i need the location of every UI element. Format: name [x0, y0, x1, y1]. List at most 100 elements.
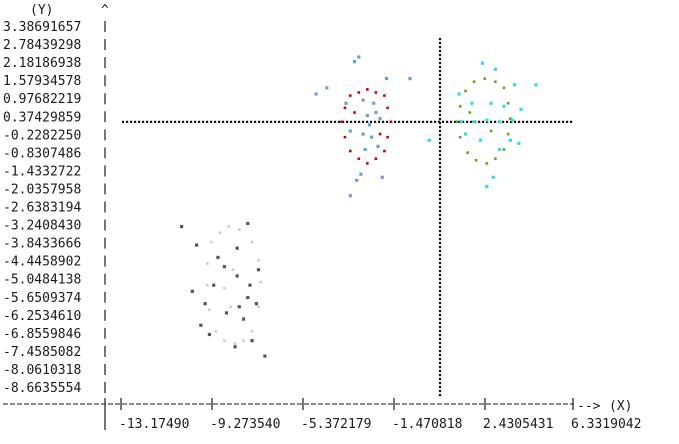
data-point-series-2: [361, 132, 365, 136]
data-point-series-6: [250, 339, 254, 343]
data-point-series-3: [509, 117, 512, 120]
crosshair-dot-h: [422, 120, 425, 123]
crosshair-dot-h: [370, 120, 373, 123]
data-point-series-1: [357, 91, 361, 94]
crosshair-dot-h: [418, 120, 421, 123]
data-point-series-1: [378, 132, 382, 136]
data-point-series-6: [263, 354, 267, 358]
crosshair-dot-h: [486, 120, 489, 123]
data-point-series-3: [502, 148, 506, 151]
data-point-series-5: [210, 240, 213, 244]
crosshair-dot-h: [170, 120, 173, 123]
crosshair-dot-v: [438, 274, 442, 277]
crosshair-dot-v: [438, 222, 442, 225]
data-point-series-1: [383, 149, 386, 153]
crosshair-dot-h: [338, 120, 341, 123]
data-point-series-6: [207, 332, 212, 337]
data-point-series-1: [389, 120, 393, 124]
data-point-series-6: [246, 295, 250, 300]
crosshair-dot-v: [438, 314, 442, 317]
data-point-series-6: [241, 317, 246, 321]
crosshair-dot-h: [158, 120, 161, 123]
crosshair-dot-v: [438, 266, 442, 269]
y-tick-label: -6.2534610: [3, 309, 81, 324]
crosshair-dot-v: [438, 210, 442, 213]
data-point-series-2: [361, 98, 365, 102]
data-point-series-3: [474, 159, 478, 162]
crosshair-dot-h: [542, 120, 545, 123]
data-point-series-1: [383, 94, 386, 97]
crosshair-dot-h: [190, 120, 193, 123]
crosshair-dot-h: [298, 120, 301, 123]
data-point-series-4: [517, 141, 521, 145]
crosshair-dot-h: [182, 120, 185, 123]
crosshair-dot-h: [434, 120, 437, 123]
crosshair-dot-v: [438, 262, 442, 265]
crosshair-dot-v: [438, 146, 442, 149]
crosshair-dot-v: [438, 366, 442, 369]
y-tick-label: -6.8559846: [3, 327, 81, 342]
crosshair-dot-h: [494, 120, 497, 123]
crosshair-dot-v: [438, 62, 442, 65]
data-point-series-6: [246, 221, 250, 226]
crosshair-dot-h: [462, 120, 465, 123]
axes: 3.38691657 2.78439298 2.18186938 1.57934578…: [3, 20, 641, 432]
crosshair-dot-h: [230, 120, 233, 123]
crosshair-dot-v: [438, 78, 442, 81]
data-point-series-6: [212, 283, 216, 287]
crosshair-dot-h: [354, 120, 357, 123]
crosshair-dot-v: [438, 318, 442, 321]
crosshair-dot-v: [438, 114, 442, 117]
crosshair-dot-h: [270, 120, 273, 123]
crosshair-dot-h: [458, 120, 461, 123]
x-tick-label: 6.3319042: [571, 417, 641, 432]
crosshair-dot-h: [506, 120, 509, 123]
data-point-series-2: [348, 129, 352, 133]
data-point-series-4: [459, 120, 463, 124]
y-axis-label: (Y): [30, 3, 53, 18]
data-point-series-2: [374, 110, 378, 115]
data-point-series-3: [458, 105, 462, 108]
crosshair-dot-v: [438, 282, 442, 285]
crosshair-dot-v: [438, 102, 442, 105]
data-point-series-5: [227, 225, 230, 228]
crosshair-dot-h: [558, 120, 561, 123]
crosshair-dot-v: [438, 178, 442, 181]
data-point-series-4: [508, 138, 512, 142]
data-point-series-6: [254, 302, 258, 306]
y-tick-label: -4.4458902: [3, 255, 81, 270]
data-point-series-6: [248, 283, 252, 287]
crosshair-dot-v: [438, 154, 442, 157]
data-point-series-1: [353, 111, 356, 114]
crosshair-dot-v: [438, 254, 442, 257]
crosshair-dot-h: [430, 120, 433, 123]
crosshair-dot-v: [438, 362, 442, 365]
crosshair-dot-v: [438, 106, 442, 109]
crosshair-dot-v: [438, 322, 442, 325]
data-point-series-4: [510, 118, 515, 122]
data-point-series-5: [233, 342, 237, 346]
data-point-series-6: [256, 268, 261, 272]
crosshair-dot-h: [410, 120, 413, 123]
crosshair-dot-v: [438, 278, 442, 281]
crosshair-dot-v: [438, 394, 442, 397]
crosshair-dot-v: [438, 310, 442, 313]
crosshair-dot-h: [122, 120, 125, 123]
data-point-series-4: [519, 107, 523, 112]
crosshair-dot-h: [562, 120, 565, 123]
crosshair-dot-h: [426, 120, 429, 123]
crosshair-dot-v: [438, 150, 442, 153]
y-tick-label: -5.6509374: [3, 291, 81, 306]
crosshair-dot-v: [438, 250, 442, 253]
data-point-series-2: [363, 147, 367, 152]
data-point-series-5: [250, 240, 254, 244]
data-point-series-4: [513, 83, 517, 87]
crosshair-dot-h: [346, 120, 349, 123]
crosshair-dot-v: [438, 142, 442, 145]
y-tick-label: -8.6635554: [3, 381, 81, 396]
data-point-series-2: [314, 92, 318, 96]
y-tick-label: -3.8433666: [3, 237, 81, 252]
crosshair-dot-h: [210, 120, 213, 123]
crosshair-dot-v: [438, 194, 442, 197]
